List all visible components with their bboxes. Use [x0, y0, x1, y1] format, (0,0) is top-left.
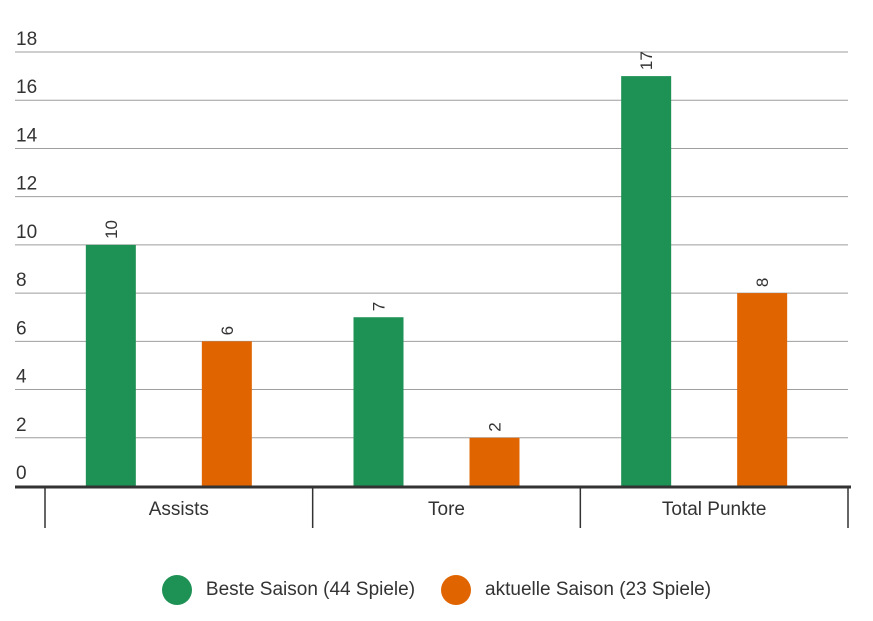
legend-swatch-series-2 — [441, 575, 472, 605]
legend-item-series-1[interactable]: Beste Saison (44 Spiele) — [161, 575, 416, 605]
bars — [85, 76, 788, 486]
data-label: 7 — [370, 302, 389, 311]
y-tick-label: 2 — [16, 415, 27, 436]
bar[interactable] — [469, 437, 520, 486]
bar[interactable] — [353, 317, 404, 486]
data-label: 6 — [218, 326, 237, 335]
x-category-label: Assists — [149, 499, 209, 520]
y-tick-label: 18 — [16, 29, 37, 50]
bar[interactable] — [201, 341, 252, 486]
y-axis-ticks: 0 2 4 6 8 10 12 14 16 18 — [16, 29, 38, 484]
data-labels: 10 7 17 6 2 8 — [102, 51, 772, 432]
y-tick-label: 8 — [16, 270, 27, 291]
data-label: 17 — [637, 51, 656, 70]
legend-label-series-2: aktuelle Saison (23 Spiele) — [485, 579, 712, 600]
y-tick-label: 0 — [16, 463, 27, 484]
bar-chart: 0 2 4 6 8 10 12 14 16 18 10 7 17 6 2 8 Assists Tore Tota… — [15, 29, 851, 528]
bar[interactable] — [621, 76, 672, 486]
x-category-label: Tore — [428, 499, 465, 520]
y-tick-label: 4 — [16, 367, 27, 388]
legend-label-series-1: Beste Saison (44 Spiele) — [205, 579, 416, 600]
y-tick-label: 6 — [16, 318, 27, 339]
legend-swatch-series-1 — [161, 575, 192, 605]
data-label: 10 — [102, 220, 121, 239]
data-label: 2 — [486, 422, 505, 431]
bar[interactable] — [737, 293, 788, 486]
y-tick-label: 12 — [16, 174, 37, 195]
data-label: 8 — [753, 278, 772, 287]
y-tick-label: 10 — [16, 222, 37, 243]
legend: Beste Saison (44 Spiele) aktuelle Saison… — [0, 572, 873, 608]
x-category-label: Total Punkte — [662, 499, 767, 520]
y-tick-label: 16 — [16, 77, 37, 98]
bar[interactable] — [85, 244, 136, 486]
y-tick-label: 14 — [16, 125, 38, 146]
legend-item-series-2[interactable]: aktuelle Saison (23 Spiele) — [441, 575, 711, 605]
gridlines — [15, 51, 848, 439]
x-axis: Assists Tore Total Punkte — [15, 485, 851, 528]
